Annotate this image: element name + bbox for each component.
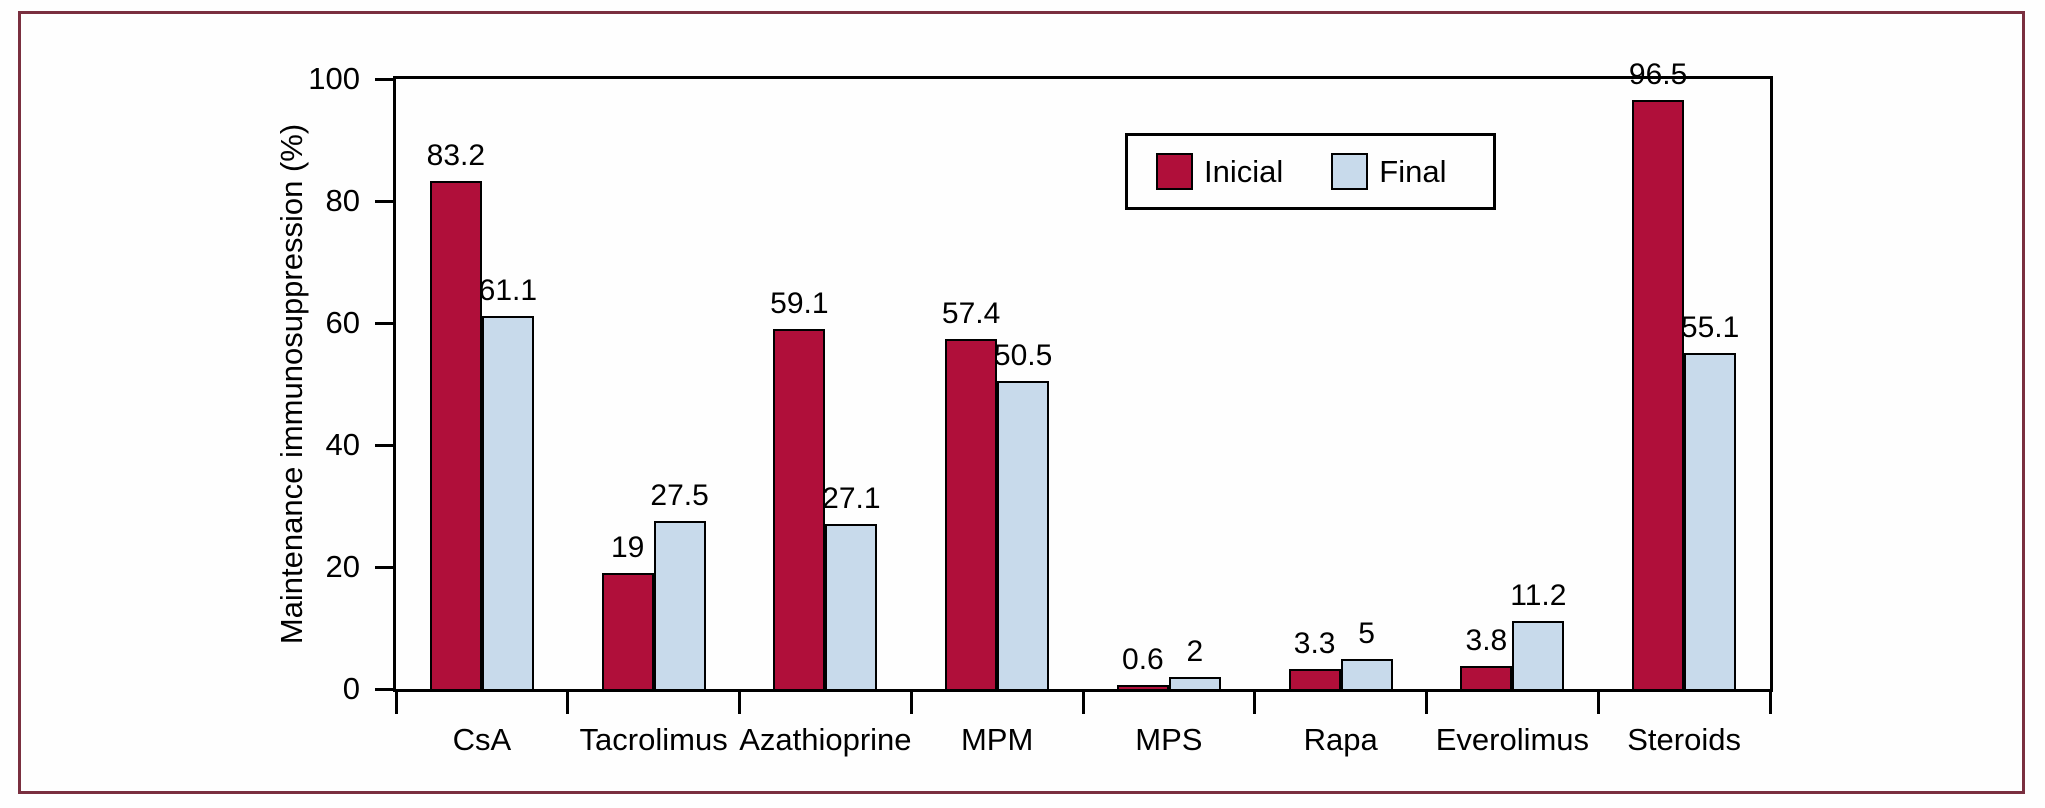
bar-final-steroids [1684, 352, 1737, 689]
y-axis-tick-label: 80 [325, 183, 360, 218]
bar-value-inicial-rapa: 3.3 [1293, 626, 1336, 660]
bar-inicial-azathioprine [773, 328, 826, 689]
x-axis-tick [1425, 692, 1428, 714]
bar-inicial-csa [429, 181, 482, 689]
bar-value-final-azathioprine: 27.1 [822, 481, 881, 515]
x-axis-tick [394, 692, 398, 714]
bar-final-everolimus [1512, 620, 1565, 689]
bar-inicial-tacrolimus [601, 573, 654, 689]
x-axis-tick [566, 692, 570, 714]
y-axis-tick [375, 321, 393, 325]
bar-final-csa [481, 316, 534, 689]
bar-value-inicial-mpm: 57.4 [941, 296, 1001, 330]
bar-value-final-everolimus: 11.2 [1510, 578, 1567, 612]
bar-final-mpm [997, 380, 1050, 689]
figure-border-frame [18, 11, 2025, 794]
y-axis-tick [375, 199, 393, 203]
x-axis-tick [1768, 692, 1772, 714]
y-axis-tick-label: 100 [308, 61, 360, 96]
category-label-mps: MPS [1135, 722, 1203, 757]
bar-value-inicial-mps: 0.6 [1122, 643, 1164, 677]
category-label-tacrolimus: Tacrolimus [579, 722, 728, 757]
bar-final-tacrolimus [653, 521, 706, 689]
legend-swatch-inicial [1156, 153, 1193, 190]
plot-area: 0 20 40 60 80 100 CsA Tacrolimus Azathioprine MPM… [308, 58, 1773, 757]
category-label-steroids: Steroids [1627, 722, 1741, 757]
x-axis-tick [1081, 692, 1085, 714]
y-axis-tick-label: 40 [325, 427, 360, 462]
bar-inicial-mpm [945, 338, 998, 689]
bar-final-azathioprine [825, 523, 878, 689]
x-axis-tick [1253, 692, 1257, 714]
bar-final-mps [1168, 676, 1221, 689]
y-axis-tick-label: 0 [342, 671, 360, 706]
y-axis-tick [375, 565, 393, 569]
bar-inicial-rapa [1288, 668, 1341, 689]
y-axis-tick-label: 60 [325, 305, 360, 340]
x-axis-tick [1596, 692, 1600, 714]
bar-value-inicial-steroids: 96.5 [1628, 58, 1688, 92]
bar-inicial-mps [1116, 685, 1169, 689]
y-axis-tick [375, 77, 393, 81]
bar-value-final-steroids: 55.1 [1680, 310, 1740, 344]
legend-label-inicial: Inicial [1204, 153, 1284, 189]
category-label-csa: CsA [452, 722, 512, 757]
y-axis-tick [375, 443, 393, 447]
bar-value-inicial-tacrolimus: 19 [610, 531, 645, 565]
bar-value-inicial-csa: 83.2 [426, 139, 486, 173]
category-label-mpm: MPM [960, 722, 1034, 757]
y-axis-tick-label: 20 [325, 549, 360, 584]
bar-value-final-mpm: 50.5 [993, 338, 1053, 372]
bar-inicial-steroids [1632, 100, 1685, 689]
x-axis-tick [738, 692, 741, 714]
legend-label-final: Final [1379, 153, 1447, 189]
category-label-everolimus: Everolimus [1435, 722, 1590, 757]
category-label-rapa: Rapa [1303, 722, 1378, 757]
bar-value-inicial-everolimus: 3.8 [1465, 623, 1508, 657]
bar-value-inicial-azathioprine: 59.1 [770, 286, 829, 320]
y-axis-tick [375, 687, 393, 691]
legend-swatch-final [1331, 153, 1369, 190]
bar-value-final-csa: 61.1 [478, 274, 538, 308]
bar-inicial-everolimus [1460, 665, 1513, 689]
category-label-azathioprine: Azathioprine [739, 722, 912, 757]
bar-value-final-mps: 2 [1186, 634, 1204, 668]
bar-value-final-tacrolimus: 27.5 [650, 479, 709, 513]
bar-final-rapa [1340, 658, 1393, 689]
legend: Inicial Final [1125, 133, 1496, 210]
x-axis-tick [909, 692, 913, 714]
bar-value-final-rapa: 5 [1358, 616, 1375, 650]
